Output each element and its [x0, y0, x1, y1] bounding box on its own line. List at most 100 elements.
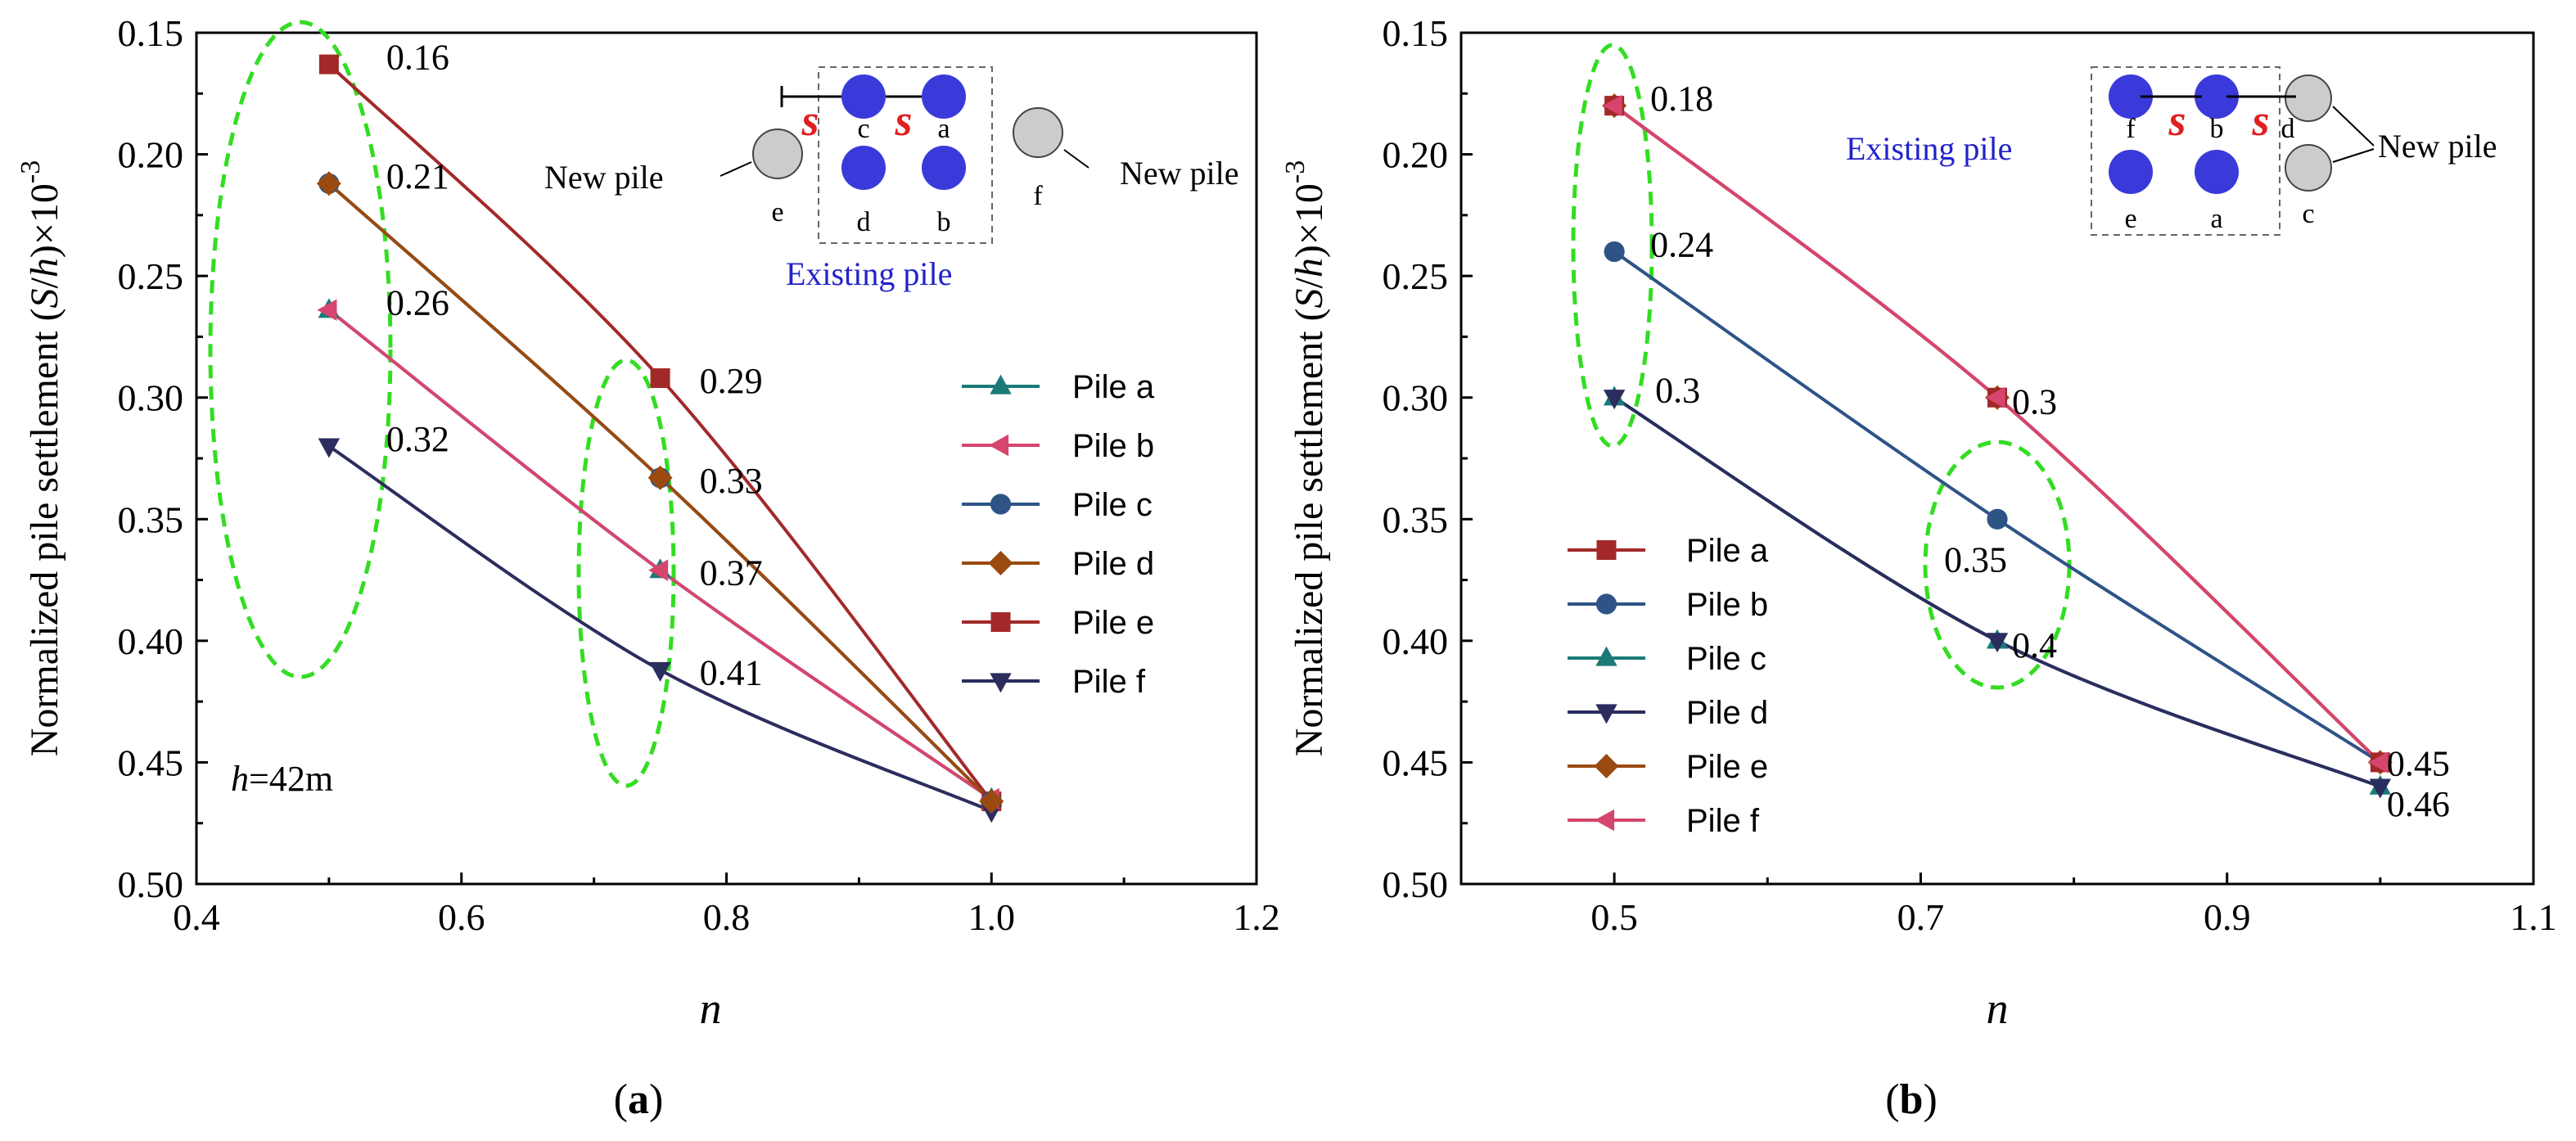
panel-b-xtick-label: 0.9 [2204, 896, 2251, 938]
panel-a-data-label: 0.16 [386, 38, 449, 78]
panel-b-legend-marker-pile-f [1595, 809, 1615, 832]
panel-b-pile-f [2109, 74, 2153, 119]
panel-b-letter-d: d [2281, 114, 2295, 144]
panel-b-new-pile-label: New pile [2378, 128, 2497, 165]
panel-b-point-pile-f [1985, 386, 2005, 408]
panel-a-letter-e: e [771, 197, 783, 228]
panel-b-xtick-label: 0.5 [1590, 896, 1638, 938]
panel-a-point-pile-d [979, 788, 1004, 814]
panel-a-ytick-label: 0.35 [118, 498, 184, 540]
panel-a-highlight-ellipses [208, 20, 676, 788]
panel-b-legend-marker-pile-e [1594, 754, 1619, 778]
panel-a-data-label: 0.29 [700, 361, 763, 401]
panel-a-legend-marker-pile-e [990, 612, 1011, 632]
panel-a-pile-e [752, 129, 803, 179]
panel-b-pile-c [2285, 144, 2332, 192]
panel-a-ylabel: Normalized pile settlement (S/h)×10-3 [16, 160, 66, 757]
panel-a-inset-box [818, 66, 993, 244]
panel-a-legend: Pile a Pile b Pile c Pile d Pile e Pile f [962, 369, 1155, 700]
panel-b-point-pile-b [1604, 241, 1625, 263]
panel-b-data-label: 0.24 [1650, 224, 1713, 264]
panel-a-ytick-label: 0.30 [118, 377, 184, 419]
panel-a-xtick-label: 0.8 [703, 896, 751, 938]
panel-b-data-label: 0.3 [1655, 371, 1700, 411]
panel-a-xtick-label: 1.0 [968, 896, 1016, 938]
panel-b-letter-b: b [2210, 114, 2224, 144]
panel-b-legend-marker-pile-a [1596, 540, 1617, 560]
panel-a-legend-label-pile-d: Pile d [1072, 546, 1154, 582]
panel-b-point-pile-f [2368, 751, 2389, 773]
panel-a-ytick-label: 0.50 [118, 864, 184, 905]
panel-b-letter-a: a [2210, 204, 2222, 234]
panel-a-xtick-label: 0.6 [438, 896, 485, 938]
panel-a-panel-label: (a) [614, 1076, 664, 1123]
panel-b-ytick-label: 0.50 [1383, 864, 1449, 905]
panel-b-ytick-label: 0.25 [1383, 255, 1449, 297]
panel-b-data-label: 0.4 [2012, 625, 2057, 665]
panel-a-spacing-s2: s [894, 96, 912, 145]
panel-b-legend-label-pile-f: Pile f [1686, 803, 1760, 839]
panel-b-data-label: 0.3 [2012, 382, 2057, 422]
panel-a-point-pile-f [649, 661, 671, 682]
panel-b-new-pile-arrow-2 [2332, 148, 2375, 163]
panel-b-data-label: 0.18 [1650, 79, 1713, 119]
panel-a-point-pile-b [648, 559, 669, 581]
panel-b-legend-marker-pile-c [1595, 646, 1617, 666]
panel-b-point-pile-d [1603, 390, 1626, 410]
panel-a-letter-f: f [1033, 181, 1043, 211]
panel-a-legend-marker-pile-d [988, 551, 1013, 575]
panel-a-new-pile-left: New pile [544, 159, 664, 196]
panel-a-letter-b: b [937, 207, 951, 237]
panel-b-legend: Pile a Pile b Pile c Pile d Pile e Pile f [1568, 533, 1769, 839]
panel-b-ytick-label: 0.35 [1383, 498, 1449, 540]
panel-a-point-pile-b [317, 299, 337, 321]
panel-b: 0.5 0.7 0.9 1.1 0.15 0.20 0.25 0.30 0.35 0.40 0.45… [1280, 12, 2557, 1123]
panel-a-letter-d: d [857, 207, 871, 237]
panel-a-ytick-label: 0.15 [118, 12, 184, 54]
panel-a-new-pile-right-arrow [1063, 149, 1089, 169]
panel-a-data-label: 0.26 [386, 283, 449, 323]
panel-a-letter-a: a [937, 114, 950, 144]
panel-b-legend-label-pile-c: Pile c [1686, 641, 1766, 677]
panel-b-inset-box [2091, 66, 2281, 236]
panel-b-letter-f: f [2126, 114, 2136, 144]
panel-b-spacing-s2: s [2251, 96, 2269, 145]
panel-a-ticks: 0.4 0.6 0.8 1.0 1.2 0.15 0.20 0.25 0.30 0.35 0.40 0… [118, 12, 1280, 938]
panel-b-new-pile-arrow-1 [2332, 106, 2375, 147]
panel-b-legend-marker-pile-b [1595, 593, 1617, 615]
panel-a-legend-label-pile-b: Pile b [1072, 428, 1154, 464]
panel-a-xtick-label: 1.2 [1233, 896, 1280, 938]
panel-a-pile-a [922, 74, 966, 119]
panel-b-xlabel: n [1987, 984, 2009, 1033]
panel-a-xlabel: n [700, 984, 722, 1033]
panel-a-point-pile-d [316, 171, 341, 196]
panel-a-legend-marker-pile-f [990, 673, 1012, 693]
panel-a-legend-marker-pile-a [990, 374, 1012, 395]
panel-a-xtick-label: 0.4 [173, 896, 220, 938]
panel-a-data-label: 0.37 [700, 553, 763, 593]
panel-b-ellipse-n050 [1571, 43, 1654, 449]
panel-a-ellipse-n075 [576, 358, 676, 788]
panel-b-point-pile-d [2369, 778, 2392, 799]
panel-a-letter-c: c [857, 114, 869, 144]
panel-b-pile-a [2195, 150, 2239, 194]
panel-b-point-pile-f [1602, 94, 1622, 117]
panel-b-pile-e [2109, 150, 2153, 194]
panel-a-legend-label-pile-f: Pile f [1072, 664, 1146, 700]
panel-b-ticks: 0.5 0.7 0.9 1.1 0.15 0.20 0.25 0.30 0.35 0.40 0.45… [1383, 12, 2557, 938]
panel-b-ylabel: Normalized pile settlement (S/h)×10-3 [1280, 160, 1331, 757]
panel-b-point-pile-b [1987, 508, 2008, 530]
panel-a-inset-diagram: s s c a d b e f New pile New pile Existi… [544, 66, 1239, 292]
panel-a-data-label: 0.21 [386, 156, 449, 196]
panel-b-annotations: 0.18 0.24 0.3 0.3 0.35 0.4 0.450.46 [1650, 79, 2450, 824]
panel-b-panel-label: (b) [1885, 1076, 1938, 1123]
panel-b-spacing-s1: s [2168, 96, 2186, 145]
panel-b-legend-label-pile-d: Pile d [1686, 695, 1768, 731]
panel-a-ytick-label: 0.45 [118, 742, 184, 783]
panel-a-data-label: 0.32 [386, 419, 449, 459]
panel-b-ytick-label: 0.40 [1383, 620, 1449, 662]
panel-a-pile-f [1013, 107, 1063, 158]
panel-a-line-pile-f [327, 444, 993, 813]
